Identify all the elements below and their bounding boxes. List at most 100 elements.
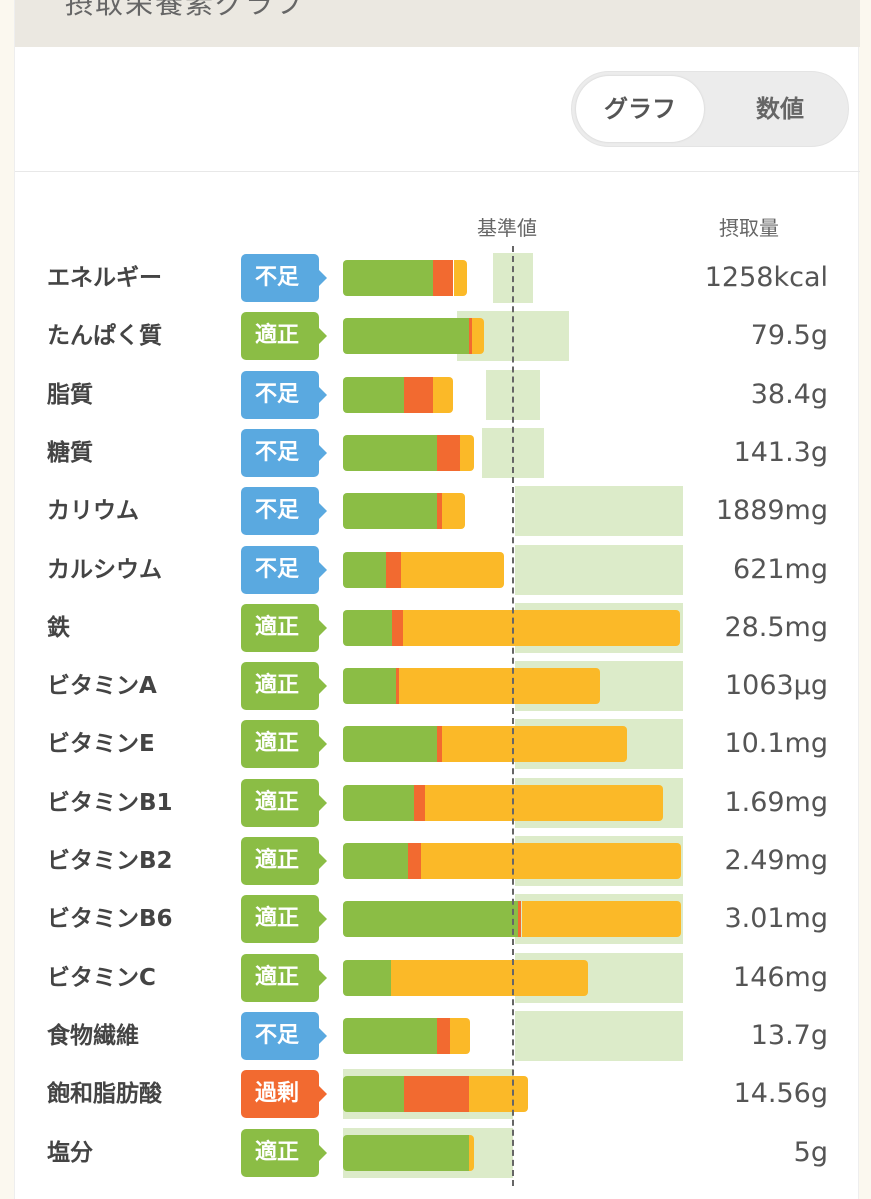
intake-value: 3.01mg xyxy=(724,903,828,935)
nutrient-row: 食物繊維 不足 13.7g xyxy=(15,1007,860,1065)
bar-segment-green xyxy=(343,260,434,296)
reference-range-band xyxy=(514,1010,683,1061)
nutrient-name: エネルギー xyxy=(47,265,162,291)
nutrient-row: 飽和脂肪酸 過剰 14.56g xyxy=(15,1065,860,1123)
nutrient-name: たんぱく質 xyxy=(47,323,162,350)
status-badge: 適正 xyxy=(241,895,327,944)
bar-segment-orange xyxy=(407,843,422,879)
status-badge: 適正 xyxy=(241,778,327,827)
bar-segment-yellow xyxy=(468,1076,529,1113)
nutrient-row: ビタミンC 適正 146mg xyxy=(15,949,860,1007)
bar-segment-orange xyxy=(436,726,442,763)
status-badge: 適正 xyxy=(241,312,327,361)
intake-value: 1258kcal xyxy=(704,262,828,293)
bar-segment-orange xyxy=(436,493,443,530)
intake-value: 2.49mg xyxy=(724,845,828,876)
bar-segment-yellow xyxy=(403,609,681,646)
status-badge: 不足 xyxy=(241,545,327,594)
intake-value: 141.3g xyxy=(733,436,828,468)
bar-segment-green xyxy=(343,668,396,705)
bar-segment-orange xyxy=(468,318,473,355)
bar-segment-green xyxy=(343,726,437,763)
nutrient-name: ビタミンB2 xyxy=(47,848,173,874)
toggle-graph[interactable]: グラフ xyxy=(576,76,704,142)
intake-value: 621mg xyxy=(733,553,828,585)
bar-segment-yellow xyxy=(460,434,474,471)
bar-segment-orange xyxy=(436,434,461,471)
bar-segment-green xyxy=(343,959,391,996)
status-badge: 適正 xyxy=(241,720,327,769)
toggle-number[interactable]: 数値 xyxy=(756,95,804,123)
bar-segment-green xyxy=(343,318,469,355)
nutrient-row: ビタミンA 適正 1063μg xyxy=(15,657,860,715)
bar-segment-green xyxy=(343,1076,405,1113)
nutrient-name: カルシウム xyxy=(47,556,162,583)
status-badge: 過剰 xyxy=(241,1070,327,1119)
intake-value: 1063μg xyxy=(724,670,828,702)
bar-segment-orange xyxy=(433,260,454,296)
bar-segment-orange xyxy=(436,1017,451,1054)
intake-value: 79.5g xyxy=(750,320,828,352)
reference-range-band xyxy=(514,544,683,595)
nutrient-name: 脂質 xyxy=(47,381,93,408)
nutrient-row: カルシウム 不足 621mg xyxy=(15,541,860,599)
nutrient-name: 飽和脂肪酸 xyxy=(47,1081,162,1108)
intake-value: 10.1mg xyxy=(724,728,828,760)
nutrient-row: 脂質 不足 38.4g xyxy=(15,366,860,424)
bar-segment-orange xyxy=(414,784,425,821)
bar-segment-green xyxy=(343,901,519,938)
bar-segment-yellow xyxy=(400,551,505,588)
bar-segment-green xyxy=(343,376,405,413)
intake-value: 14.56g xyxy=(733,1078,828,1110)
status-badge: 不足 xyxy=(241,370,327,419)
bar-segment-orange xyxy=(404,1076,469,1113)
reference-header: 基準値 xyxy=(477,216,537,240)
nutrient-name: ビタミンC xyxy=(47,964,156,991)
bar-segment-yellow xyxy=(450,1017,471,1054)
bar-segment-green xyxy=(343,1017,437,1054)
nutrient-name: ビタミンA xyxy=(47,673,157,700)
bar-segment-orange xyxy=(395,668,400,705)
status-badge: 適正 xyxy=(241,603,327,652)
nutrient-row: たんぱく質 適正 79.5g xyxy=(15,307,860,365)
bar-segment-orange xyxy=(404,376,434,413)
view-toggle[interactable]: グラフ 数値 xyxy=(571,71,849,147)
bar-segment-yellow xyxy=(441,726,627,763)
bar-segment-orange xyxy=(518,901,522,938)
nutrient-name: ビタミンB1 xyxy=(47,789,173,816)
status-badge: 適正 xyxy=(241,837,327,885)
nutrient-name: ビタミンE xyxy=(47,731,155,758)
intake-value: 5g xyxy=(793,1136,828,1168)
bar-segment-yellow xyxy=(442,493,465,530)
bar-segment-orange xyxy=(385,551,401,588)
status-badge: 不足 xyxy=(241,487,327,536)
bar-segment-green xyxy=(343,784,415,821)
nutrient-row: ビタミンB2 適正 2.49mg xyxy=(15,832,860,890)
status-badge: 不足 xyxy=(241,428,327,477)
card-header: 摂取栄養素グラフ xyxy=(15,0,860,47)
reference-range-band xyxy=(514,486,683,537)
nutrient-row: 鉄 適正 28.5mg xyxy=(15,599,860,657)
nutrient-row: 糖質 不足 141.3g xyxy=(15,424,860,482)
bar-segment-green xyxy=(343,551,386,588)
intake-value: 1889mg xyxy=(715,495,828,527)
intake-header: 摂取量 xyxy=(719,216,779,240)
nutrient-row: ビタミンE 適正 10.1mg xyxy=(15,715,860,773)
bar-segment-green xyxy=(343,493,437,530)
intake-value: 146mg xyxy=(733,961,828,993)
nutrient-name: ビタミンB6 xyxy=(47,906,173,933)
bar-segment-green xyxy=(343,434,437,471)
bar-segment-yellow xyxy=(433,376,454,413)
nutrient-row: エネルギー 不足 1258kcal xyxy=(15,249,860,307)
intake-value: 1.69mg xyxy=(724,786,828,818)
nutrient-row: ビタミンB6 適正 3.01mg xyxy=(15,890,860,948)
nutrient-name: 鉄 xyxy=(47,614,70,641)
bar-segment-yellow xyxy=(390,959,588,996)
bar-segment-yellow xyxy=(424,784,663,821)
reference-line xyxy=(512,246,514,1186)
bar-segment-yellow xyxy=(453,260,468,296)
card-title: 摂取栄養素グラフ xyxy=(65,0,306,20)
status-badge: 適正 xyxy=(241,662,327,711)
bar-segment-orange xyxy=(392,609,404,646)
bar-segment-yellow xyxy=(468,1134,474,1171)
